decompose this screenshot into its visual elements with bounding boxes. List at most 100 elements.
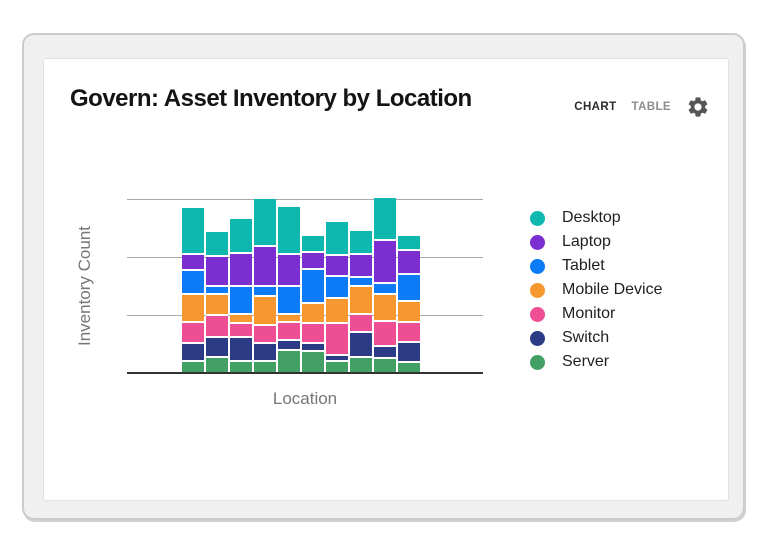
bar-segment-switch[interactable]	[254, 344, 276, 362]
bar[interactable]	[350, 230, 372, 372]
legend-label: Server	[562, 353, 610, 370]
gridline	[127, 199, 483, 200]
bar-segment-desktop[interactable]	[206, 231, 228, 258]
bar-segment-desktop[interactable]	[398, 236, 420, 252]
legend-item[interactable]: Desktop	[530, 206, 662, 230]
bar[interactable]	[254, 199, 276, 372]
bar-segment-desktop[interactable]	[350, 230, 372, 255]
bar-segment-mobile-device[interactable]	[278, 315, 300, 324]
bar-segment-server[interactable]	[398, 362, 420, 372]
bar-segment-monitor[interactable]	[278, 323, 300, 341]
bar[interactable]	[398, 236, 420, 372]
bar-segment-switch[interactable]	[182, 344, 204, 362]
bar[interactable]	[326, 222, 348, 372]
bar[interactable]	[206, 231, 228, 372]
bar-segment-switch[interactable]	[230, 338, 252, 362]
bar-segment-laptop[interactable]	[206, 257, 228, 288]
tab-chart[interactable]: CHART	[574, 101, 617, 113]
bar-segment-mobile-device[interactable]	[302, 303, 324, 325]
legend-item[interactable]: Switch	[530, 326, 662, 350]
bar-segment-switch[interactable]	[278, 340, 300, 352]
bar-segment-switch[interactable]	[374, 346, 396, 360]
bar-segment-tablet[interactable]	[278, 287, 300, 316]
legend-item[interactable]: Server	[530, 350, 662, 374]
bar-segment-tablet[interactable]	[398, 274, 420, 303]
legend-item[interactable]: Tablet	[530, 254, 662, 278]
bar-segment-tablet[interactable]	[206, 287, 228, 296]
bar-segment-monitor[interactable]	[326, 324, 348, 356]
bar-segment-monitor[interactable]	[374, 322, 396, 347]
tab-table[interactable]: TABLE	[631, 101, 671, 113]
bar-segment-laptop[interactable]	[254, 246, 276, 288]
bars	[182, 198, 420, 372]
bar-segment-laptop[interactable]	[230, 253, 252, 288]
bar-segment-server[interactable]	[206, 358, 228, 372]
bar-segment-mobile-device[interactable]	[326, 298, 348, 325]
bar-segment-switch[interactable]	[326, 355, 348, 362]
bar-segment-server[interactable]	[230, 361, 252, 372]
bar-segment-tablet[interactable]	[302, 269, 324, 304]
bar-segment-mobile-device[interactable]	[350, 287, 372, 316]
bar-segment-tablet[interactable]	[230, 287, 252, 316]
bar-segment-server[interactable]	[254, 361, 276, 372]
bar-segment-laptop[interactable]	[278, 254, 300, 288]
bar[interactable]	[278, 207, 300, 372]
bar-segment-tablet[interactable]	[374, 283, 396, 296]
bar-segment-mobile-device[interactable]	[230, 315, 252, 325]
bar-segment-monitor[interactable]	[254, 325, 276, 345]
bar-segment-mobile-device[interactable]	[206, 295, 228, 317]
bar-segment-server[interactable]	[326, 361, 348, 372]
bar[interactable]	[374, 198, 396, 372]
bar-segment-desktop[interactable]	[278, 207, 300, 255]
bar-segment-server[interactable]	[182, 361, 204, 372]
bar-segment-laptop[interactable]	[398, 251, 420, 275]
bar[interactable]	[230, 218, 252, 372]
bar-segment-mobile-device[interactable]	[398, 302, 420, 324]
bar-segment-switch[interactable]	[398, 343, 420, 363]
bar-segment-tablet[interactable]	[350, 278, 372, 288]
bar-segment-mobile-device[interactable]	[254, 296, 276, 326]
bar-segment-laptop[interactable]	[302, 252, 324, 270]
legend-swatch	[530, 210, 545, 226]
bar-segment-laptop[interactable]	[350, 254, 372, 279]
legend-item[interactable]: Mobile Device	[530, 278, 662, 302]
bar-segment-server[interactable]	[302, 352, 324, 372]
bar-segment-monitor[interactable]	[398, 323, 420, 344]
widget-toolbar: CHART TABLE	[574, 95, 710, 119]
bar-segment-desktop[interactable]	[374, 198, 396, 241]
bar-segment-server[interactable]	[374, 359, 396, 372]
bar-segment-tablet[interactable]	[182, 271, 204, 296]
bar-segment-tablet[interactable]	[326, 276, 348, 299]
bar-segment-desktop[interactable]	[302, 236, 324, 253]
bar-segment-desktop[interactable]	[182, 208, 204, 255]
bar-segment-mobile-device[interactable]	[182, 295, 204, 324]
bar-segment-mobile-device[interactable]	[374, 295, 396, 323]
gear-icon[interactable]	[686, 95, 710, 119]
legend-label: Desktop	[562, 209, 621, 226]
legend-item[interactable]: Monitor	[530, 302, 662, 326]
bar-segment-monitor[interactable]	[350, 315, 372, 333]
legend-swatch	[530, 234, 545, 250]
bar-segment-monitor[interactable]	[206, 316, 228, 339]
bar[interactable]	[182, 208, 204, 372]
bar-segment-laptop[interactable]	[326, 256, 348, 277]
bar-segment-tablet[interactable]	[254, 287, 276, 297]
bar-segment-switch[interactable]	[350, 332, 372, 359]
bar-segment-laptop[interactable]	[182, 254, 204, 272]
bar-segment-server[interactable]	[350, 358, 372, 372]
bar-segment-monitor[interactable]	[182, 323, 204, 345]
bar-segment-switch[interactable]	[206, 338, 228, 359]
bar-segment-monitor[interactable]	[230, 324, 252, 339]
bar-segment-monitor[interactable]	[302, 324, 324, 345]
bar-segment-desktop[interactable]	[254, 199, 276, 247]
widget-frame: Govern: Asset Inventory by Location CHAR…	[22, 33, 745, 520]
bar-segment-server[interactable]	[278, 351, 300, 372]
legend-swatch	[530, 258, 545, 274]
bar[interactable]	[302, 236, 324, 372]
bar-segment-laptop[interactable]	[374, 240, 396, 284]
bar-segment-desktop[interactable]	[326, 222, 348, 257]
bar-segment-desktop[interactable]	[230, 218, 252, 254]
bar-segment-switch[interactable]	[302, 344, 324, 353]
legend-item[interactable]: Laptop	[530, 230, 662, 254]
legend-swatch	[530, 306, 545, 322]
